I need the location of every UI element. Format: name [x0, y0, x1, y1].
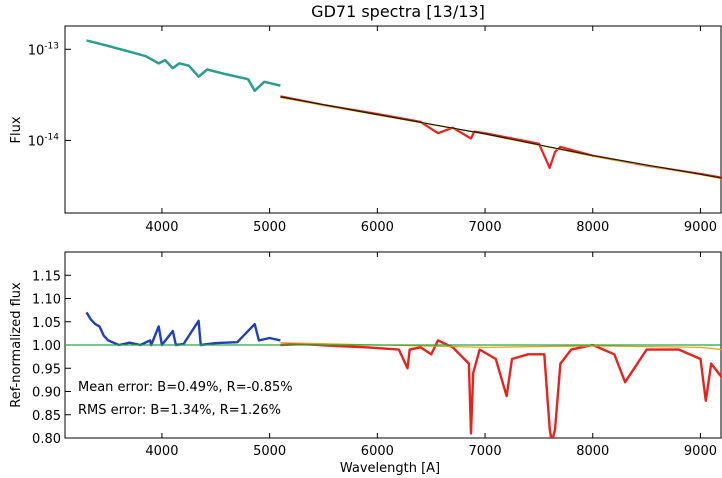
- ratio-y-tick-label: 0.95: [32, 362, 61, 377]
- ratio-x-tick-label: 9000: [684, 444, 717, 459]
- ratio-x-tick-label: 6000: [361, 444, 394, 459]
- flux-x-tick-label: 6000: [361, 220, 394, 235]
- flux-x-tick-label: 8000: [576, 220, 609, 235]
- ratio-axis-label: Ref-normalized flux: [9, 282, 24, 408]
- flux-axis-label: Flux: [9, 116, 24, 143]
- mean-error-annotation: Mean error: B=0.49%, R=-0.85%: [78, 380, 293, 395]
- ratio-x-tick-label: 8000: [576, 444, 609, 459]
- flux-series-line: [280, 96, 722, 179]
- flux-panel: 4000 5000 6000 7000 8000 9000 10-13 10-14: [28, 25, 722, 235]
- flux-y-tick-label: 10-13: [28, 41, 59, 58]
- ratio-x-tick-label: 5000: [253, 444, 286, 459]
- ratio-x-tick-label: 7000: [469, 444, 502, 459]
- ratio-y-tick-label: 1.00: [32, 339, 61, 354]
- ratio-series-line: [85, 311, 281, 347]
- flux-y-tick-label: 10-14: [28, 132, 60, 149]
- flux-plot-frame: [64, 25, 722, 214]
- rms-error-annotation: RMS error: B=1.34%, R=1.26%: [78, 403, 281, 418]
- ratio-y-tick-label: 0.80: [32, 432, 61, 447]
- ratio-y-tick-label: 0.90: [32, 386, 61, 401]
- flux-x-tick-label: 9000: [684, 220, 717, 235]
- ratio-series-line: [280, 339, 722, 438]
- ratio-x-tick-label: 4000: [145, 444, 178, 459]
- wavelength-axis-label: Wavelength [A]: [340, 461, 440, 476]
- flux-series-line: [86, 39, 281, 93]
- flux-x-tick-label: 7000: [469, 220, 502, 235]
- ratio-y-tick-label: 1.10: [32, 293, 61, 308]
- ratio-panel: 4000 5000 6000 7000 8000 9000 0.80 0.85 0.90 0.95…: [32, 251, 722, 459]
- ratio-y-tick-label: 1.15: [32, 269, 61, 284]
- chart-title: GD71 spectra [13/13]: [311, 2, 485, 21]
- flux-x-tick-label: 4000: [145, 220, 178, 235]
- flux-x-tick-label: 5000: [253, 220, 286, 235]
- ratio-series-group: [65, 311, 722, 438]
- ratio-y-tick-label: 1.05: [32, 316, 61, 331]
- ratio-y-tick-label: 0.85: [32, 409, 61, 424]
